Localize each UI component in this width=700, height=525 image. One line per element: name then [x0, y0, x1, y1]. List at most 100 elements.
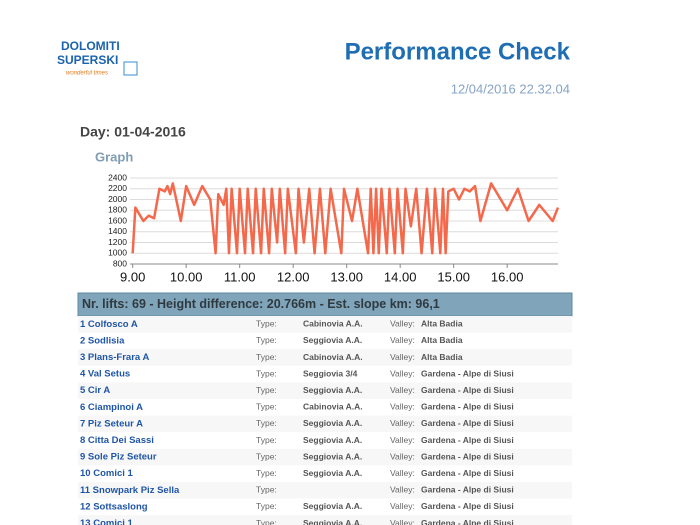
table-row: [78, 399, 572, 416]
lift-name: 9 Sole Piz Seteur: [80, 452, 157, 463]
valley-label: Valley:: [390, 485, 415, 495]
graph-title: Graph: [95, 149, 133, 164]
lift-name: 8 Citta Dei Sassi: [80, 435, 154, 446]
y-tick-label: 1800: [108, 205, 127, 215]
type-value: Cabinovia A.A.: [303, 319, 363, 329]
lift-name: 2 Sodlisia: [80, 335, 125, 346]
type-label: Type:: [256, 402, 277, 412]
lift-name: 13 Comici 1: [80, 518, 134, 525]
type-label: Type:: [256, 468, 277, 478]
timestamp: 12/04/2016 22.32.04: [451, 81, 570, 96]
y-tick-label: 1600: [108, 215, 127, 225]
type-value: Seggiovia A.A.: [303, 435, 362, 445]
page-title: Performance Check: [345, 38, 571, 65]
type-value: Seggiovia A.A.: [303, 385, 362, 395]
valley-value: Gardena - Alpe di Siusi: [421, 485, 514, 495]
table-row: [78, 365, 572, 383]
type-value: Seggiovia A.A.: [303, 468, 362, 478]
valley-label: Valley:: [390, 418, 415, 428]
valley-value: Gardena - Alpe di Siusi: [421, 501, 514, 511]
type-label: Type:: [256, 385, 277, 395]
table-row: [78, 332, 572, 350]
table-row: [78, 349, 572, 366]
table-row: [78, 482, 572, 499]
logo-box: [50, 32, 148, 88]
type-value: Seggiovia A.A.: [303, 501, 362, 511]
x-tick-label: 9.00: [120, 269, 145, 284]
type-label: Type:: [256, 335, 277, 345]
valley-label: Valley:: [390, 468, 415, 478]
valley-label: Valley:: [390, 335, 415, 345]
valley-value: Gardena - Alpe di Siusi: [421, 368, 514, 378]
valley-label: Valley:: [390, 518, 415, 525]
type-value: Seggiovia A.A.: [303, 335, 362, 345]
valley-value: Alta Badia: [421, 352, 463, 362]
summary: Nr. lifts: 69 - Height difference: 20.76…: [82, 297, 440, 311]
valley-value: Gardena - Alpe di Siusi: [421, 385, 514, 395]
type-value: Seggiovia A.A.: [303, 418, 362, 428]
x-tick-label: 11.00: [224, 269, 256, 284]
lift-name: 10 Comici 1: [80, 468, 134, 479]
type-label: Type:: [256, 368, 277, 378]
valley-value: Gardena - Alpe di Siusi: [421, 451, 514, 461]
logo-icon: [123, 61, 138, 76]
type-label: Type:: [256, 418, 277, 428]
x-tick-label: 12.00: [277, 269, 310, 284]
logo-line1: DOLOMITI: [61, 39, 120, 53]
valley-value: Gardena - Alpe di Siusi: [421, 435, 514, 445]
y-tick-label: 1400: [108, 226, 127, 236]
lift-name: 7 Piz Seteur A: [80, 418, 143, 429]
type-label: Type:: [256, 485, 277, 495]
x-tick-label: 15.00: [437, 269, 470, 284]
y-tick-label: 1200: [108, 237, 127, 247]
valley-value: Alta Badia: [421, 335, 463, 345]
data-line: [131, 182, 560, 255]
valley-label: Valley:: [390, 435, 415, 445]
lift-name: 3 Plans-Frara A: [80, 352, 149, 363]
type-value: Cabinovia A.A.: [303, 402, 363, 412]
type-value: Cabinovia A.A.: [303, 352, 363, 362]
y-tick-label: 1000: [108, 248, 127, 258]
type-label: Type:: [256, 435, 277, 445]
x-tick-label: 13.00: [330, 269, 363, 284]
valley-label: Valley:: [390, 368, 415, 378]
type-label: Type:: [256, 352, 277, 362]
valley-label: Valley:: [390, 352, 415, 362]
valley-value: Gardena - Alpe di Siusi: [421, 468, 514, 478]
type-value: Seggiovia A.A.: [303, 518, 362, 525]
table-row: [78, 432, 572, 449]
valley-value: Gardena - Alpe di Siusi: [421, 518, 514, 525]
logo-line2: SUPERSKI: [57, 53, 118, 67]
x-tick-label: 14.00: [384, 269, 417, 284]
table-row: [78, 415, 572, 433]
lift-name: 11 Snowpark Piz Sella: [80, 485, 180, 496]
logo-tagline: wonderful times: [66, 71, 108, 77]
table-row: [78, 498, 572, 516]
y-tick-label: 2200: [108, 183, 127, 193]
y-tick-label: 800: [113, 258, 127, 268]
type-label: Type:: [256, 319, 277, 329]
valley-label: Valley:: [390, 451, 415, 461]
table-row: [78, 448, 572, 466]
valley-label: Valley:: [390, 501, 415, 511]
day: Day: 01-04-2016: [80, 124, 186, 140]
valley-label: Valley:: [390, 402, 415, 412]
y-tick-label: 2000: [108, 194, 127, 204]
table-row: [78, 316, 572, 333]
lift-name: 4 Val Setus: [80, 369, 130, 380]
table-row: [78, 465, 572, 482]
lift-name: 1 Colfosco A: [80, 319, 138, 330]
valley-label: Valley:: [390, 319, 415, 329]
type-label: Type:: [256, 451, 277, 461]
type-label: Type:: [256, 518, 277, 525]
type-value: Seggiovia 3/4: [303, 368, 358, 378]
lift-name: 12 Sottsaslong: [80, 501, 148, 512]
x-tick-label: 16.00: [491, 269, 524, 284]
type-label: Type:: [256, 501, 277, 511]
x-tick-label: 10.00: [170, 269, 203, 284]
y-tick-label: 2400: [108, 172, 127, 182]
lift-name: 5 Cir A: [80, 385, 110, 396]
valley-value: Gardena - Alpe di Siusi: [421, 418, 514, 428]
lift-name: 6 Ciampinoi A: [80, 402, 143, 413]
